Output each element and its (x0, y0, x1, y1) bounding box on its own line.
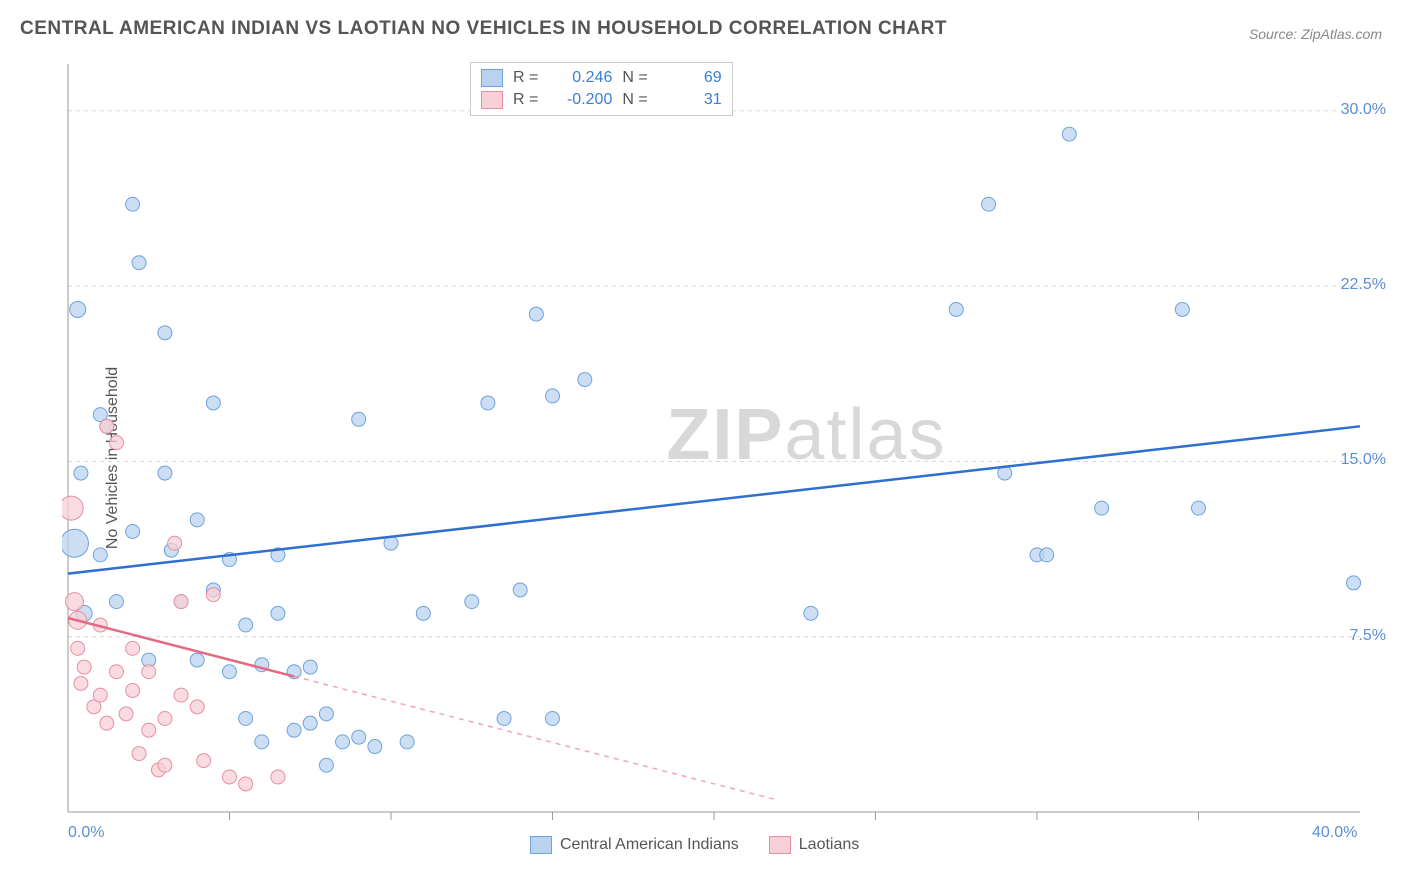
stats-r-value: 0.246 (548, 69, 612, 87)
y-tick-label: 15.0% (1341, 451, 1386, 469)
legend-label: Laotians (799, 836, 860, 854)
legend-label: Central American Indians (560, 836, 739, 854)
legend-swatch (530, 836, 552, 854)
stats-n-value: 31 (658, 91, 722, 109)
stats-swatch (481, 91, 503, 109)
stats-r-label: R = (513, 69, 538, 87)
x-tick-label: 40.0% (1312, 824, 1357, 842)
stats-n-value: 69 (658, 69, 722, 87)
legend-item: Laotians (769, 836, 860, 854)
source-attribution: Source: ZipAtlas.com (1249, 26, 1382, 42)
stats-swatch (481, 69, 503, 87)
legend-bottom: Central American Indians Laotians (530, 836, 859, 854)
x-tick-label: 0.0% (68, 824, 104, 842)
stats-row: R = 0.246 N = 69 (481, 67, 722, 89)
y-tick-label: 7.5% (1350, 627, 1386, 645)
stats-r-label: R = (513, 91, 538, 109)
chart-title: CENTRAL AMERICAN INDIAN VS LAOTIAN NO VE… (20, 18, 947, 40)
y-tick-label: 22.5% (1341, 276, 1386, 294)
stats-n-label: N = (622, 69, 647, 87)
stats-n-label: N = (622, 91, 647, 109)
stats-r-value: -0.200 (548, 91, 612, 109)
legend-item: Central American Indians (530, 836, 739, 854)
stats-legend-box: R = 0.246 N = 69 R = -0.200 N = 31 (470, 62, 733, 116)
chart-container: No Vehicles in Household ZIPatlas R = 0.… (50, 58, 1390, 858)
stats-row: R = -0.200 N = 31 (481, 89, 722, 111)
scatter-plot (62, 58, 1390, 858)
legend-swatch (769, 836, 791, 854)
y-tick-label: 30.0% (1341, 101, 1386, 119)
